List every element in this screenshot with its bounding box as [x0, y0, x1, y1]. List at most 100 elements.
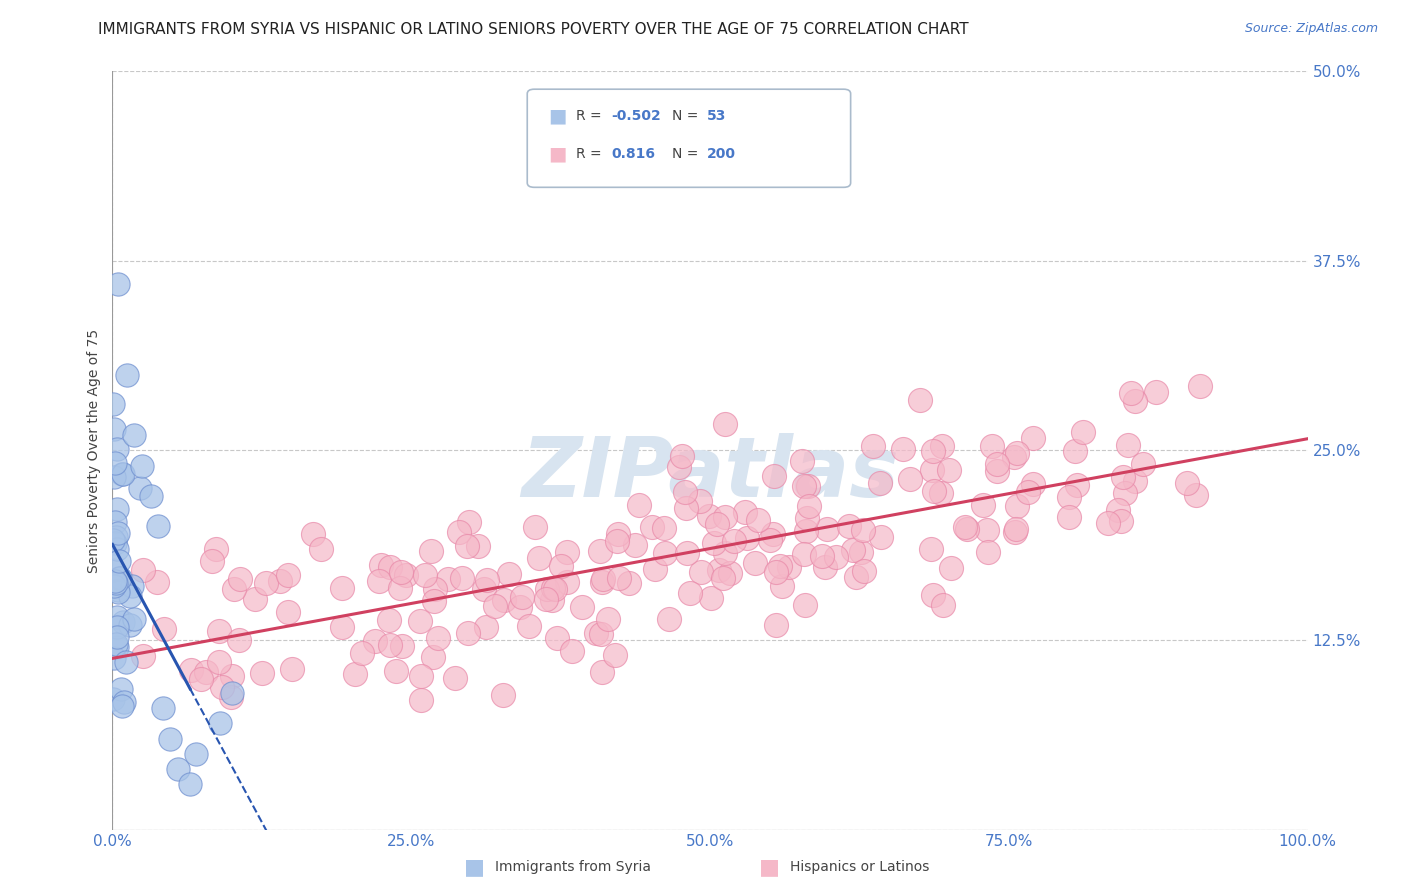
Text: Source: ZipAtlas.com: Source: ZipAtlas.com — [1244, 22, 1378, 36]
Point — [370, 558, 392, 572]
Point — [492, 688, 515, 702]
Point — [122, 428, 145, 442]
Text: ■: ■ — [548, 145, 567, 164]
Text: -0.502: -0.502 — [612, 109, 661, 123]
Point — [585, 626, 607, 640]
Point — [209, 716, 232, 731]
Point — [524, 520, 547, 534]
Point — [391, 639, 413, 653]
Point — [245, 592, 267, 607]
Text: 0.816: 0.816 — [612, 147, 655, 161]
Point — [101, 533, 124, 547]
Point — [922, 483, 945, 498]
Point — [104, 637, 127, 651]
Point — [571, 599, 593, 614]
Point — [922, 588, 945, 602]
Point — [194, 665, 217, 679]
Point — [938, 463, 960, 477]
Point — [447, 524, 470, 539]
Point — [475, 573, 498, 587]
Point — [652, 521, 675, 535]
Point — [444, 671, 467, 685]
Point — [180, 664, 202, 678]
Point — [103, 470, 125, 484]
Point — [931, 439, 953, 453]
Point — [222, 582, 245, 596]
Point — [606, 527, 628, 541]
Point — [146, 519, 169, 533]
Point — [458, 515, 481, 529]
Point — [762, 527, 785, 541]
Point — [744, 556, 766, 570]
Point — [852, 564, 875, 578]
Point — [734, 505, 756, 519]
Text: ■: ■ — [759, 857, 780, 877]
Point — [713, 417, 735, 432]
Point — [423, 582, 446, 596]
Point — [1064, 443, 1087, 458]
Point — [384, 664, 406, 678]
Point — [110, 681, 132, 696]
Point — [796, 511, 818, 525]
Point — [589, 544, 612, 558]
Point — [221, 686, 243, 700]
Point — [389, 565, 412, 579]
Point — [910, 392, 932, 407]
Point — [1007, 499, 1029, 513]
Point — [105, 442, 128, 457]
Point — [591, 575, 613, 590]
Point — [986, 457, 1008, 471]
Point — [128, 481, 150, 495]
Text: R =: R = — [576, 147, 606, 161]
Point — [838, 518, 860, 533]
Point — [1057, 490, 1080, 504]
Point — [350, 646, 373, 660]
Point — [762, 468, 785, 483]
Point — [1118, 437, 1140, 451]
Point — [534, 592, 557, 607]
Point — [413, 568, 436, 582]
Point — [509, 599, 531, 614]
Point — [898, 472, 921, 486]
Point — [852, 523, 875, 537]
Text: Hispanics or Latinos: Hispanics or Latinos — [790, 860, 929, 874]
Point — [474, 582, 496, 596]
Point — [869, 530, 891, 544]
Point — [456, 539, 478, 553]
Point — [107, 585, 129, 599]
Point — [302, 527, 325, 541]
Point — [603, 648, 626, 662]
Point — [624, 538, 647, 552]
Point — [689, 494, 711, 508]
Point — [546, 631, 568, 645]
Point — [105, 630, 128, 644]
Point — [104, 515, 127, 529]
Point — [451, 571, 474, 585]
Point — [330, 620, 353, 634]
Point — [388, 581, 411, 595]
Point — [790, 454, 813, 468]
Point — [1007, 446, 1029, 460]
Point — [955, 522, 977, 536]
Point — [644, 562, 666, 576]
Point — [675, 501, 697, 516]
Point — [186, 747, 208, 761]
Point — [378, 638, 401, 652]
Point — [201, 554, 224, 568]
Point — [921, 463, 943, 477]
Point — [793, 547, 815, 561]
Point — [104, 530, 127, 544]
Point — [976, 524, 998, 538]
Text: Immigrants from Syria: Immigrants from Syria — [495, 860, 651, 874]
Point — [409, 692, 432, 706]
Point — [707, 563, 730, 577]
Point — [211, 680, 233, 694]
Point — [869, 476, 891, 491]
Point — [658, 612, 681, 626]
Point — [1071, 425, 1094, 440]
Point — [208, 624, 231, 638]
Point — [344, 667, 367, 681]
Point — [619, 576, 641, 591]
Point — [219, 690, 242, 704]
Point — [190, 672, 212, 686]
